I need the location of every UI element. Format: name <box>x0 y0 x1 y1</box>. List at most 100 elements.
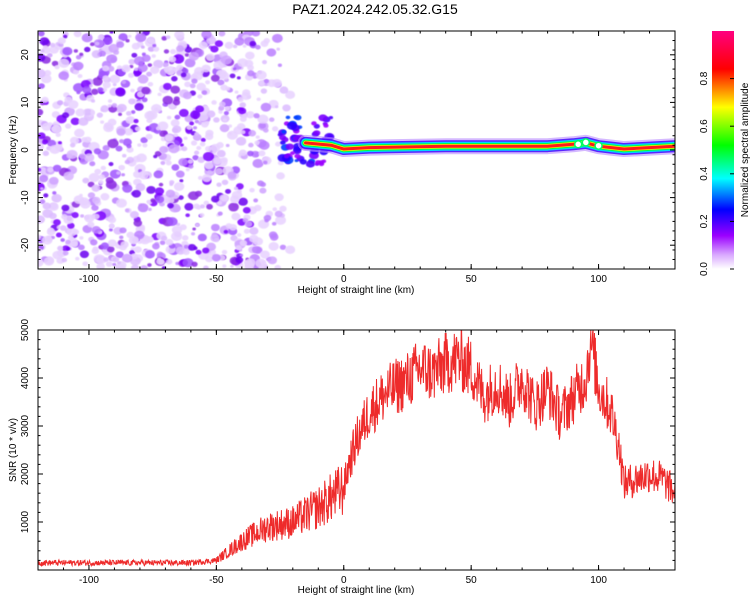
noise-blob <box>107 138 119 149</box>
noise-blob <box>76 90 81 95</box>
noise-blob <box>168 56 177 63</box>
noise-blob <box>136 153 147 163</box>
noise-blob <box>251 245 261 254</box>
noise-blob <box>49 144 61 155</box>
noise-blob <box>126 146 134 153</box>
noise-blob <box>112 83 117 87</box>
noise-blob <box>59 225 67 231</box>
noise-blob <box>124 159 131 165</box>
noise-blob <box>254 140 260 146</box>
noise-blob <box>180 143 184 147</box>
noise-blob <box>128 58 136 65</box>
noise-blob <box>158 259 165 265</box>
noise-blob <box>242 206 251 214</box>
transition-blob <box>289 151 295 156</box>
noise-blob <box>210 223 220 232</box>
noise-blob <box>233 186 239 191</box>
noise-blob <box>206 110 216 118</box>
noise-blob <box>92 196 101 204</box>
noise-blob <box>49 45 59 54</box>
noise-blob <box>184 81 192 88</box>
noise-blob <box>285 90 296 100</box>
noise-blob <box>92 213 100 220</box>
noise-blob <box>82 177 90 184</box>
noise-blob <box>57 141 62 145</box>
noise-blob <box>58 71 69 81</box>
transition-blob <box>286 121 298 130</box>
noise-blob <box>89 161 96 167</box>
noise-blob <box>258 150 266 157</box>
noise-blob <box>155 195 165 204</box>
noise-blob <box>150 198 156 203</box>
noise-blob <box>84 46 91 53</box>
noise-blob <box>174 31 185 40</box>
noise-blob <box>137 63 148 73</box>
noise-blob <box>246 150 254 157</box>
noise-blob <box>91 184 101 192</box>
noise-blob <box>115 87 125 95</box>
noise-blob <box>107 104 112 108</box>
noise-blob <box>229 73 236 79</box>
noise-blob <box>67 235 74 241</box>
noise-blob <box>206 36 217 45</box>
noise-blob <box>182 258 194 268</box>
noise-blob <box>244 258 256 268</box>
top-y-tick-label: 20 <box>20 49 31 61</box>
noise-blob <box>62 46 73 56</box>
noise-blob <box>165 189 176 198</box>
noise-blob <box>152 46 160 52</box>
noise-blob <box>63 171 74 181</box>
top-y-tick-label: -20 <box>20 238 31 253</box>
noise-blob <box>91 99 96 103</box>
noise-blob <box>154 187 165 196</box>
noise-blob <box>179 179 184 183</box>
top-x-tick-label: -50 <box>209 274 224 285</box>
noise-blob <box>199 212 205 218</box>
noise-blob <box>263 214 272 222</box>
noise-blob <box>274 210 283 218</box>
chart-title: PAZ1.2024.242.05.32.G15 <box>292 1 458 17</box>
noise-blob <box>105 180 117 190</box>
noise-blob <box>52 164 62 172</box>
transition-blob <box>328 116 334 120</box>
noise-blob <box>210 45 219 53</box>
noise-blob <box>55 232 62 238</box>
noise-blob <box>228 224 237 231</box>
noise-blob <box>102 81 111 89</box>
noise-blob <box>186 125 193 130</box>
noise-blob <box>260 88 268 94</box>
noise-blob <box>88 172 100 183</box>
noise-blob <box>108 228 113 232</box>
transition-blob <box>315 160 321 165</box>
noise-blob <box>196 145 202 151</box>
noise-blob <box>276 47 281 51</box>
noise-blob <box>38 183 45 191</box>
noise-blob <box>61 257 68 263</box>
noise-blob <box>169 49 177 55</box>
colorbar-gradient <box>712 31 734 269</box>
noise-blob <box>191 261 198 267</box>
noise-blob <box>67 100 79 109</box>
bottom-x-tick-label: 50 <box>466 575 478 586</box>
bottom-y-tick-label: 5000 <box>20 318 31 341</box>
noise-blob <box>243 228 250 234</box>
noise-blob <box>38 258 44 267</box>
noise-blob <box>169 103 175 109</box>
noise-blob <box>242 217 249 223</box>
noise-blob <box>181 235 189 241</box>
noise-blob <box>275 215 287 225</box>
noise-blob <box>48 202 59 212</box>
noise-blob <box>197 156 206 163</box>
noise-blob <box>162 95 174 105</box>
noise-blob <box>190 232 196 236</box>
ridge-spot <box>594 141 603 150</box>
noise-blob <box>205 145 212 152</box>
noise-blob <box>271 126 279 132</box>
noise-blob <box>131 52 138 58</box>
noise-blob <box>248 130 257 137</box>
bottom-x-ticks: -100 -50 0 50 100 <box>37 330 676 586</box>
noise-blob <box>100 120 105 124</box>
noise-blob <box>125 111 132 116</box>
noise-blob <box>57 37 66 45</box>
noise-blob <box>214 40 224 48</box>
